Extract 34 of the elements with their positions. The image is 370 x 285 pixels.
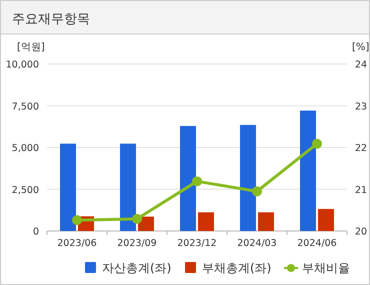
y-tick-label: 0 xyxy=(32,226,39,238)
y2-axis-title: [%] xyxy=(352,42,370,53)
y2-tick-label: 23 xyxy=(355,101,368,112)
y-axis-title: [억원] xyxy=(17,42,45,53)
legend-label: 부채총계(좌) xyxy=(202,261,272,275)
y-tick-label: 7,500 xyxy=(12,101,39,112)
bar xyxy=(240,124,256,231)
point xyxy=(312,138,322,149)
chart-title: 주요재무항목 xyxy=(12,12,90,27)
x-tick-label: 2024/03 xyxy=(237,238,277,249)
point xyxy=(192,176,202,186)
y-tick-label: 2,500 xyxy=(12,184,39,196)
bar xyxy=(258,212,274,231)
bar xyxy=(180,126,196,231)
y-tick-label: 5,000 xyxy=(12,143,39,154)
x-tick-label: 2024/06 xyxy=(297,238,337,249)
point xyxy=(252,186,262,196)
x-tick-label: 2023/06 xyxy=(57,238,97,249)
point xyxy=(72,215,82,226)
bar xyxy=(198,212,214,231)
x-tick-label: 2023/12 xyxy=(177,238,217,249)
bar xyxy=(60,144,76,231)
bar xyxy=(300,110,316,231)
y2-tick-label: 21 xyxy=(355,184,368,196)
point xyxy=(132,214,142,224)
y2-tick-label: 20 xyxy=(355,226,368,238)
y2-tick-label: 24 xyxy=(355,60,368,70)
y2-tick-label: 22 xyxy=(355,143,368,154)
legend-label: 자산총계(좌) xyxy=(102,261,172,275)
bar xyxy=(120,144,136,231)
bar xyxy=(318,208,334,231)
x-tick-label: 2023/09 xyxy=(117,238,157,249)
y-tick-label: 10,000 xyxy=(6,60,39,70)
legend-label: 부채비율 xyxy=(302,261,350,275)
